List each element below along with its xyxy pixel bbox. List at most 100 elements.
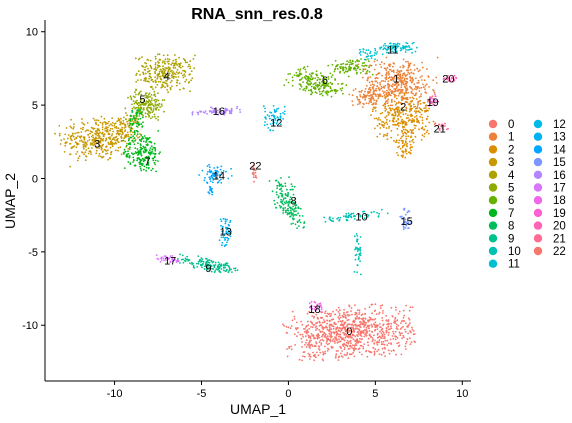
point bbox=[451, 77, 454, 79]
point bbox=[269, 117, 271, 120]
point bbox=[315, 306, 318, 309]
point bbox=[298, 72, 301, 75]
point bbox=[161, 105, 163, 107]
point bbox=[382, 324, 384, 327]
point bbox=[75, 153, 77, 155]
point bbox=[335, 355, 337, 357]
point bbox=[392, 332, 395, 335]
point bbox=[364, 72, 367, 75]
point bbox=[76, 135, 79, 138]
point bbox=[83, 147, 85, 150]
point bbox=[144, 148, 146, 151]
point bbox=[335, 328, 337, 331]
point bbox=[419, 111, 421, 114]
point bbox=[322, 353, 325, 356]
point bbox=[297, 331, 300, 334]
point bbox=[374, 339, 376, 342]
point bbox=[296, 227, 298, 230]
point bbox=[313, 308, 316, 311]
point bbox=[379, 81, 381, 84]
point bbox=[302, 88, 305, 91]
point bbox=[406, 88, 409, 91]
point bbox=[388, 352, 391, 355]
point bbox=[300, 320, 302, 323]
point bbox=[149, 151, 152, 154]
point bbox=[76, 131, 78, 134]
point bbox=[351, 100, 354, 102]
point bbox=[337, 306, 340, 309]
point bbox=[392, 42, 395, 45]
point bbox=[400, 120, 403, 122]
point bbox=[282, 185, 284, 188]
cluster-13-points bbox=[218, 217, 233, 248]
legend-label-2: 2 bbox=[508, 144, 514, 156]
point bbox=[331, 346, 334, 349]
point bbox=[133, 133, 136, 136]
point bbox=[355, 69, 358, 72]
point bbox=[113, 142, 116, 145]
point bbox=[387, 113, 390, 116]
point bbox=[403, 128, 405, 131]
point bbox=[215, 268, 218, 271]
point bbox=[217, 264, 220, 266]
point bbox=[299, 221, 302, 224]
point bbox=[397, 108, 400, 110]
point bbox=[140, 107, 143, 110]
point bbox=[367, 76, 369, 79]
point bbox=[335, 323, 337, 325]
point bbox=[392, 79, 395, 82]
point bbox=[342, 324, 345, 327]
point bbox=[373, 54, 376, 57]
point bbox=[84, 159, 87, 162]
point bbox=[142, 168, 145, 171]
point bbox=[425, 83, 428, 86]
point bbox=[419, 99, 422, 102]
point bbox=[140, 169, 143, 172]
legend-swatch-5 bbox=[488, 183, 498, 192]
point bbox=[179, 88, 181, 91]
point bbox=[325, 83, 328, 85]
point bbox=[144, 92, 147, 95]
point bbox=[150, 76, 153, 79]
point bbox=[360, 314, 363, 317]
point bbox=[411, 306, 414, 309]
point bbox=[353, 271, 356, 273]
point bbox=[226, 218, 228, 221]
point bbox=[323, 216, 325, 219]
point bbox=[387, 80, 390, 83]
point bbox=[389, 104, 392, 107]
cluster-label-15: 15 bbox=[401, 216, 413, 228]
point bbox=[379, 127, 382, 129]
point bbox=[92, 117, 95, 120]
point bbox=[183, 73, 186, 76]
point bbox=[348, 65, 351, 68]
point bbox=[289, 73, 291, 75]
point bbox=[377, 97, 380, 100]
point bbox=[404, 156, 407, 159]
point bbox=[327, 64, 330, 67]
point bbox=[129, 146, 131, 149]
point bbox=[393, 117, 396, 119]
point bbox=[155, 170, 158, 173]
point bbox=[93, 143, 96, 146]
point bbox=[312, 351, 314, 354]
point bbox=[401, 150, 404, 153]
point bbox=[70, 135, 73, 138]
point bbox=[127, 96, 129, 99]
point bbox=[325, 92, 328, 95]
point bbox=[387, 47, 390, 50]
point bbox=[219, 168, 222, 171]
point bbox=[114, 141, 117, 144]
point bbox=[380, 87, 383, 90]
point bbox=[413, 64, 416, 66]
point bbox=[384, 110, 387, 112]
point bbox=[81, 118, 83, 120]
point bbox=[154, 71, 156, 73]
point bbox=[373, 318, 375, 321]
point bbox=[381, 95, 384, 98]
point bbox=[417, 104, 419, 106]
point bbox=[402, 151, 405, 154]
point bbox=[282, 112, 284, 114]
point bbox=[323, 80, 325, 82]
point bbox=[433, 100, 435, 103]
